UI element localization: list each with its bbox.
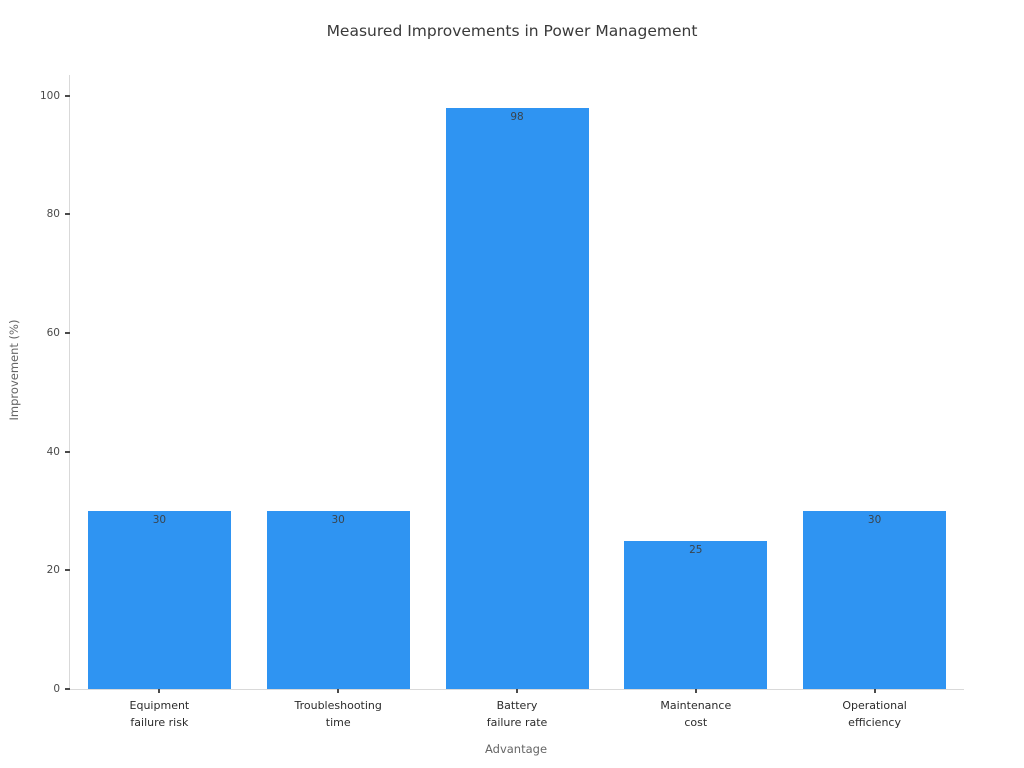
y-tick-label: 80 [46, 208, 60, 221]
bar-value-label: 30 [867, 514, 882, 527]
bar: 30 [87, 511, 231, 689]
y-tick-label: 100 [39, 89, 60, 102]
bar-value-label: 30 [331, 514, 345, 527]
y-tick-label: 60 [46, 327, 60, 340]
x-tick-mark [516, 689, 518, 693]
y-tick-mark [65, 688, 70, 690]
chart-title: Measured Improvements in Power Managemen… [326, 22, 698, 40]
x-category-label: Troubleshooting time [294, 699, 382, 729]
x-tick-mark [873, 689, 876, 693]
y-tick-label: 0 [53, 683, 60, 695]
bar-value-label: 25 [689, 543, 703, 556]
x-category-label: Battery failure rate [486, 699, 548, 729]
plot-area: 0 20 40 60 80 100 30 Equipment failure risk 30 Tr… [40, 75, 964, 729]
bar: 30 [266, 511, 410, 689]
y-axis-label: Improvement (%) [7, 319, 21, 421]
y-tick-mark [65, 450, 70, 453]
bar-value-label: 30 [152, 514, 167, 527]
y-tick-label: 20 [46, 564, 60, 577]
bar: 30 [803, 511, 947, 689]
bar: 98 [445, 107, 589, 689]
y-tick-mark [65, 94, 70, 97]
y-tick-mark [65, 332, 70, 335]
y-tick-mark [65, 569, 70, 572]
x-tick-mark [337, 689, 340, 693]
x-tick-mark [694, 689, 697, 693]
y-tick-mark [65, 213, 70, 216]
x-category-label: Equipment failure risk [129, 699, 190, 729]
bar: 25 [624, 540, 768, 689]
x-category-label: Operational efficiency [842, 699, 907, 729]
x-tick-mark [158, 689, 161, 693]
y-tick-label: 40 [46, 445, 60, 458]
x-axis-label: Advantage [484, 742, 548, 756]
x-category-label: Maintenance cost [660, 699, 732, 729]
bar-value-label: 98 [510, 110, 524, 123]
